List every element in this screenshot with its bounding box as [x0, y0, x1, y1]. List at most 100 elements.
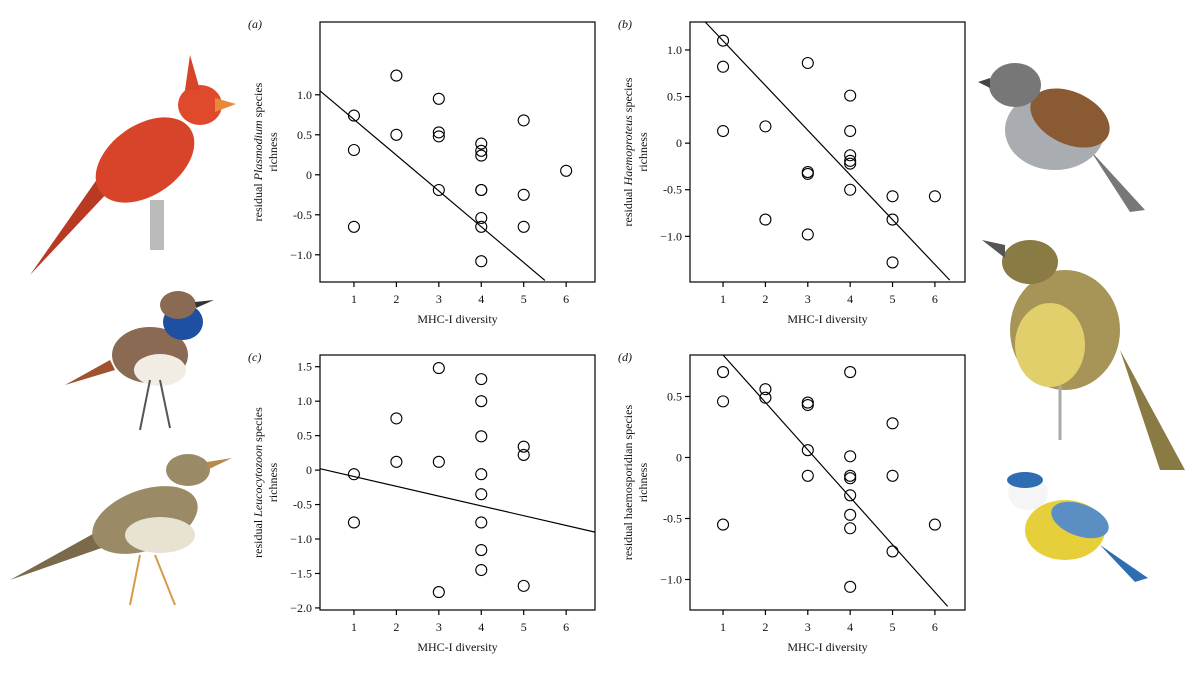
point	[844, 157, 857, 170]
point	[517, 220, 530, 233]
point	[886, 213, 899, 226]
point	[390, 455, 403, 468]
point	[886, 190, 899, 203]
point	[844, 366, 857, 379]
point	[844, 472, 857, 485]
point	[844, 450, 857, 463]
y-tick-label: -0.5	[663, 183, 682, 197]
y-tick-label: -0.5	[663, 511, 682, 525]
plot-frame	[319, 21, 596, 283]
point	[844, 89, 857, 102]
point	[475, 211, 488, 225]
point	[801, 469, 814, 482]
point	[844, 522, 857, 535]
point	[759, 120, 772, 133]
x-tick-label: 3	[805, 292, 811, 306]
fit-line	[704, 21, 951, 281]
y-tick-label: 0.5	[297, 429, 312, 443]
y-tick-label: 0	[676, 136, 682, 150]
point	[717, 34, 730, 47]
y-axis-label-part: species	[621, 77, 635, 112]
y-tick-label: −2.0	[290, 601, 312, 615]
point	[844, 124, 857, 138]
point	[886, 417, 899, 430]
point	[801, 56, 814, 70]
fit-line	[319, 90, 546, 281]
point	[886, 256, 899, 269]
point	[801, 228, 814, 241]
point	[517, 114, 530, 127]
x-tick-label: 5	[521, 620, 527, 634]
point	[475, 395, 488, 408]
point	[390, 412, 403, 425]
point	[347, 516, 361, 529]
bird-bluethroat	[65, 291, 214, 431]
x-tick-label: 2	[393, 292, 399, 306]
point	[432, 362, 445, 375]
point	[475, 183, 488, 197]
point	[475, 543, 488, 557]
y-axis-label: residual Leucocytozoon species	[251, 407, 265, 558]
point	[844, 508, 857, 521]
point	[475, 144, 488, 157]
x-axis-label: MHC-I diversity	[787, 312, 867, 326]
x-tick-label: 5	[890, 620, 896, 634]
bird-cardinal	[30, 55, 236, 275]
y-tick-label: 1.0	[297, 88, 312, 102]
x-tick-label: 4	[847, 292, 853, 306]
point	[432, 586, 445, 599]
y-tick-label: 1.0	[297, 394, 312, 408]
fit-line	[319, 468, 596, 533]
point	[475, 563, 488, 577]
plot-frame	[689, 354, 966, 611]
y-tick-label: 0.5	[667, 90, 682, 104]
bird-sparrow	[978, 63, 1145, 212]
point	[759, 383, 772, 396]
point	[759, 391, 772, 404]
point	[475, 149, 488, 162]
y-tick-label: 0.5	[667, 389, 682, 403]
x-axis-label: MHC-I diversity	[417, 640, 497, 654]
point	[475, 373, 488, 386]
y-tick-label: −1.0	[290, 248, 312, 262]
point	[475, 516, 488, 529]
y-tick-label: 0	[306, 463, 312, 477]
x-tick-label: 6	[932, 620, 938, 634]
y-axis-label-part: Leucocytozoon	[251, 445, 265, 518]
x-tick-label: 2	[762, 620, 768, 634]
point	[390, 69, 403, 82]
x-tick-label: 3	[436, 620, 442, 634]
y-tick-label: 0	[676, 450, 682, 464]
y-axis-label-line2: richness	[266, 132, 280, 172]
x-axis-label: MHC-I diversity	[787, 640, 867, 654]
point	[347, 468, 361, 481]
x-tick-label: 1	[351, 620, 357, 634]
point	[844, 489, 857, 502]
point	[844, 469, 857, 482]
point	[517, 440, 530, 453]
x-tick-label: 1	[720, 292, 726, 306]
plot-frame	[689, 21, 966, 283]
y-axis-label: residual Haemoproteus species	[621, 77, 635, 226]
point	[886, 545, 899, 558]
panel-label: (d)	[618, 350, 632, 364]
y-tick-label: 0.5	[297, 128, 312, 142]
y-axis-label-part: residual	[621, 188, 635, 227]
y-tick-label: 1.5	[297, 360, 312, 374]
point	[475, 137, 488, 150]
point	[801, 444, 814, 457]
point	[717, 395, 730, 408]
panel: (b) 1 2 3 4 5 6 1.0 0.5 0 -0.5 −1.0 MHC-I diversity r…	[618, 17, 966, 326]
point	[717, 60, 730, 73]
point	[844, 580, 857, 593]
x-tick-label: 1	[351, 292, 357, 306]
y-tick-label: 0	[306, 168, 312, 182]
y-tick-label: 1.0	[667, 43, 682, 57]
point	[801, 398, 814, 412]
panel-label: (b)	[618, 17, 632, 31]
x-tick-label: 4	[478, 292, 484, 306]
point	[475, 220, 488, 233]
point	[928, 190, 941, 203]
point	[432, 130, 445, 143]
